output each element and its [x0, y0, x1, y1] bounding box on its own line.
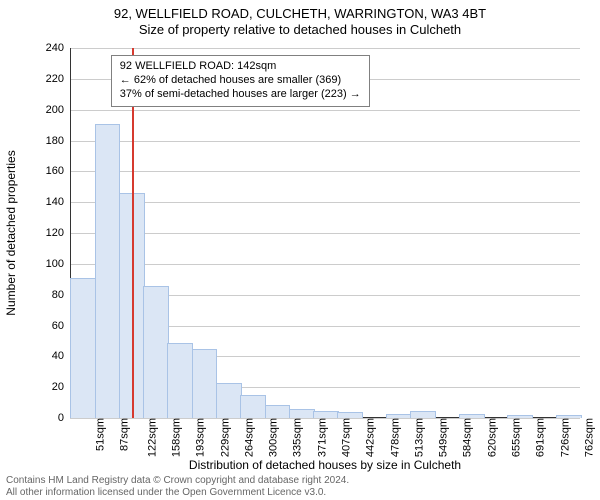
histogram-bar: [337, 412, 363, 418]
y-tick-label: 240: [46, 42, 70, 54]
y-tick-label: 120: [46, 227, 70, 239]
gridline: [70, 202, 580, 203]
title-block: 92, WELLFIELD ROAD, CULCHETH, WARRINGTON…: [0, 0, 600, 39]
x-tick-label: 264sqm: [239, 418, 255, 457]
histogram-bar: [216, 383, 242, 418]
gridline: [70, 233, 580, 234]
histogram-bar: [95, 124, 121, 418]
histogram-bar: [556, 415, 582, 418]
histogram-bar: [265, 405, 291, 418]
gridline: [70, 264, 580, 265]
y-tick-label: 220: [46, 73, 70, 85]
x-tick-label: 300sqm: [264, 418, 280, 457]
x-tick-label: 407sqm: [337, 418, 353, 457]
x-tick-label: 335sqm: [288, 418, 304, 457]
x-tick-label: 51sqm: [91, 418, 107, 451]
y-tick-label: 20: [52, 381, 70, 393]
histogram-bar: [192, 349, 218, 418]
x-tick-label: 691sqm: [531, 418, 547, 457]
annotation-box: 92 WELLFIELD ROAD: 142sqm← 62% of detach…: [111, 55, 370, 106]
y-tick-label: 0: [58, 412, 70, 424]
x-tick-label: 549sqm: [434, 418, 450, 457]
x-tick-label: 229sqm: [215, 418, 231, 457]
histogram-bar: [386, 414, 412, 418]
histogram-bar: [313, 411, 339, 418]
title-line-1: 92, WELLFIELD ROAD, CULCHETH, WARRINGTON…: [0, 6, 600, 22]
y-tick-label: 100: [46, 258, 70, 270]
y-tick-label: 200: [46, 104, 70, 116]
x-tick-label: 620sqm: [482, 418, 498, 457]
annotation-line: 92 WELLFIELD ROAD: 142sqm: [120, 60, 361, 74]
x-tick-label: 193sqm: [191, 418, 207, 457]
x-tick-label: 726sqm: [555, 418, 571, 457]
x-tick-label: 122sqm: [142, 418, 158, 457]
x-axis-label: Distribution of detached houses by size …: [70, 458, 580, 472]
y-tick-label: 80: [52, 289, 70, 301]
chart-container: 92, WELLFIELD ROAD, CULCHETH, WARRINGTON…: [0, 0, 600, 500]
x-tick-label: 442sqm: [361, 418, 377, 457]
x-tick-label: 158sqm: [167, 418, 183, 457]
histogram-bar: [167, 343, 193, 418]
y-tick-label: 60: [52, 320, 70, 332]
plot-area: 02040608010012014016018020022024051sqm87…: [70, 48, 580, 418]
x-tick-label: 655sqm: [507, 418, 523, 457]
y-axis-label: Number of detached properties: [4, 48, 20, 418]
gridline: [70, 110, 580, 111]
histogram-bar: [507, 415, 533, 418]
gridline: [70, 171, 580, 172]
x-tick-label: 513sqm: [409, 418, 425, 457]
histogram-bar: [240, 395, 266, 418]
x-tick-label: 371sqm: [312, 418, 328, 457]
y-tick-label: 160: [46, 165, 70, 177]
histogram-bar: [143, 286, 169, 418]
y-tick-label: 140: [46, 196, 70, 208]
gridline: [70, 141, 580, 142]
x-tick-label: 584sqm: [458, 418, 474, 457]
histogram-bar: [459, 414, 485, 418]
x-tick-label: 87sqm: [115, 418, 131, 451]
y-tick-label: 180: [46, 135, 70, 147]
x-tick-label: 762sqm: [579, 418, 595, 457]
annotation-line: 37% of semi-detached houses are larger (…: [120, 88, 361, 102]
title-line-2: Size of property relative to detached ho…: [0, 22, 600, 38]
x-tick-label: 478sqm: [385, 418, 401, 457]
histogram-bar: [289, 409, 315, 418]
gridline: [70, 48, 580, 49]
y-tick-label: 40: [52, 350, 70, 362]
footer-line-1: Contains HM Land Registry data © Crown c…: [6, 475, 349, 487]
histogram-bar: [410, 411, 436, 418]
footer-attribution: Contains HM Land Registry data © Crown c…: [6, 475, 349, 498]
annotation-line: ← 62% of detached houses are smaller (36…: [120, 74, 361, 88]
footer-line-3: All other information licensed under the…: [6, 487, 349, 499]
histogram-bar: [70, 278, 96, 418]
